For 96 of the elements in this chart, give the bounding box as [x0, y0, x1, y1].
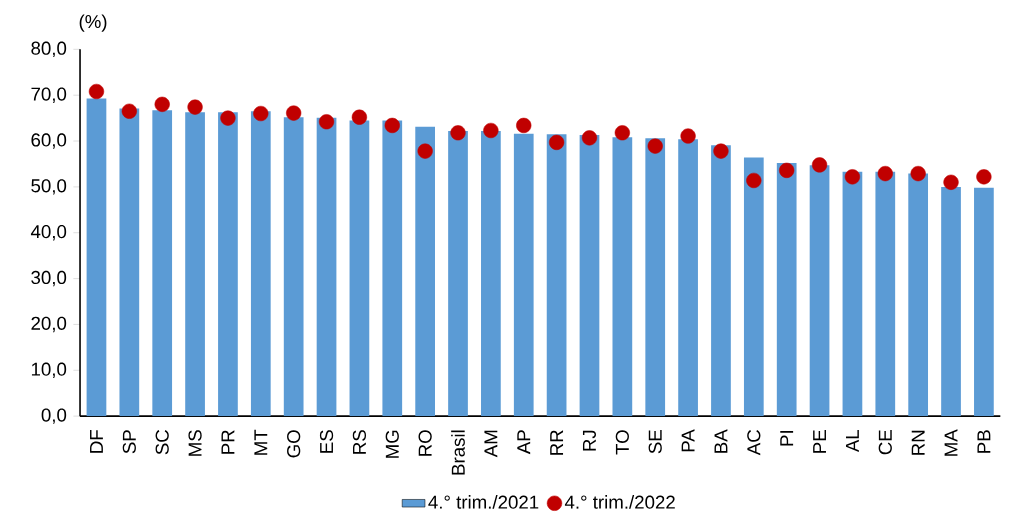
bar [349, 120, 370, 417]
bar [546, 134, 567, 417]
bar [119, 108, 140, 417]
bar [941, 186, 961, 417]
x-tick-label: PE [813, 430, 826, 453]
bar [645, 138, 666, 417]
point [318, 114, 335, 130]
bar [579, 135, 600, 417]
x-tick-label: SE [648, 430, 662, 454]
x-tick-label: MT [254, 429, 268, 455]
point [976, 169, 992, 185]
bar [711, 145, 731, 417]
point [811, 157, 828, 173]
x-tick-label: AP [517, 430, 531, 455]
x-tick-label: RS [352, 430, 367, 454]
x-tick-label: PI [780, 431, 794, 446]
bar [86, 98, 107, 417]
y-tick-label: 70,0 [31, 87, 67, 103]
point [483, 122, 499, 139]
bar [842, 171, 863, 417]
bar [743, 157, 764, 417]
x-tick-label: AM [484, 430, 498, 458]
x-tick-label: RN [911, 430, 925, 455]
y-tick-label: 60,0 [31, 133, 67, 149]
y-axis-title: (%) [79, 14, 107, 32]
bar [382, 120, 403, 417]
point [121, 103, 137, 119]
x-tick-label: PR [221, 430, 235, 454]
bar [218, 112, 238, 417]
bar [678, 139, 698, 417]
legend-label: 4.° trim./2022 [564, 495, 675, 509]
bar [152, 110, 173, 417]
point [680, 128, 696, 144]
x-tick-label: CE [878, 430, 892, 455]
x-tick-label: BA [714, 429, 728, 453]
point [88, 83, 105, 100]
point [351, 109, 368, 125]
point [384, 117, 400, 134]
point [549, 134, 565, 151]
x-tick-label: PB [977, 430, 991, 453]
y-tick-label: 30,0 [31, 270, 67, 287]
point [450, 125, 466, 141]
bar [283, 117, 304, 417]
bar [974, 187, 994, 417]
bar [481, 131, 501, 417]
x-tick-label: Brasil [451, 430, 465, 475]
point [154, 96, 170, 113]
x-tick-label: PA [681, 429, 695, 452]
x-tick-label: TO [615, 430, 629, 455]
point [844, 169, 861, 185]
x-tick-label: AC [747, 430, 761, 456]
bar [448, 131, 468, 417]
y-tick-label: 80,0 [31, 41, 67, 58]
y-tick-label: 20,0 [31, 316, 67, 333]
point [581, 130, 598, 146]
x-tick-label: MA [944, 429, 958, 456]
x-tick-label: MS [188, 430, 202, 456]
point [253, 106, 269, 122]
x-tick-label: SP [122, 430, 136, 454]
x-tick-label: ES [319, 430, 334, 453]
y-tick-label: 10,0 [31, 362, 67, 379]
point [943, 174, 959, 190]
point [187, 99, 203, 115]
point [614, 125, 630, 141]
x-tick-label: GO [287, 430, 301, 458]
x-tick-label: SC [155, 430, 169, 455]
y-tick-label: 0,0 [41, 408, 67, 424]
bar [250, 111, 271, 417]
bar [612, 137, 633, 417]
bar [185, 112, 205, 417]
bar [415, 126, 435, 417]
x-tick-label: AL [846, 429, 859, 453]
point [516, 117, 532, 134]
y-tick-label: 50,0 [31, 179, 67, 195]
point [713, 143, 729, 159]
point [647, 138, 663, 154]
bar [776, 163, 797, 417]
bar [875, 171, 896, 417]
point [877, 166, 893, 182]
point [286, 105, 302, 121]
legend-label: 4.° trim./2021 [428, 495, 539, 509]
x-tick-label: RJ [582, 430, 596, 451]
point [746, 172, 762, 189]
point [417, 143, 433, 159]
x-tick-label: RO [418, 430, 432, 456]
x-tick-label: DF [90, 430, 103, 453]
point [910, 166, 926, 182]
bar [908, 173, 929, 417]
bar [513, 133, 534, 417]
bar [316, 117, 337, 417]
y-tick-label: 40,0 [30, 225, 67, 241]
x-tick-label: MG [385, 430, 399, 458]
bar [809, 165, 830, 417]
point [779, 162, 795, 179]
x-tick-label: RR [550, 430, 564, 455]
point [220, 110, 236, 126]
